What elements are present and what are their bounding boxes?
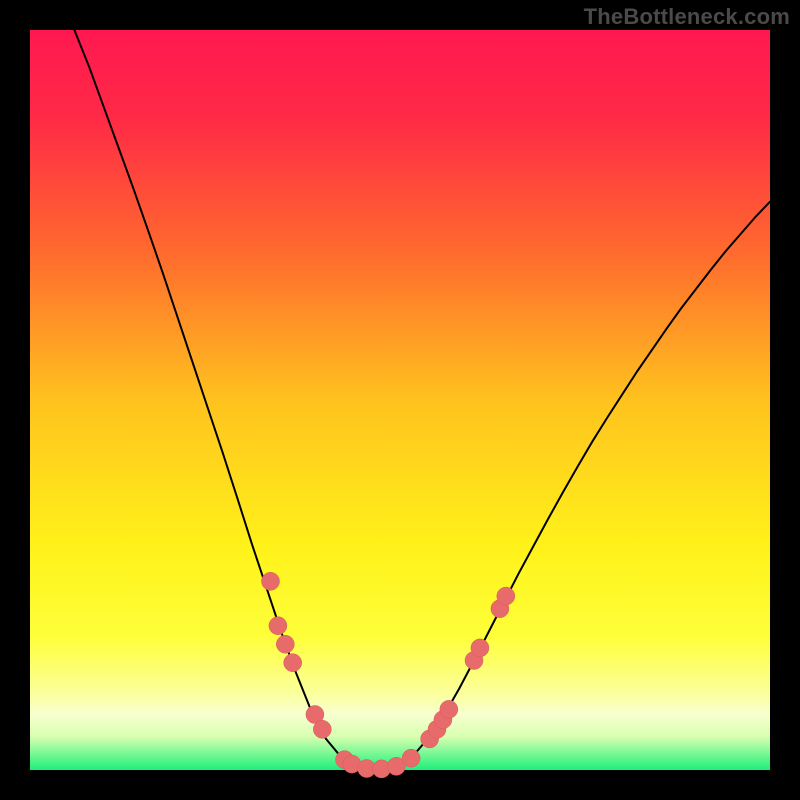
chart-container: TheBottleneck.com [0,0,800,800]
data-marker [284,654,302,672]
data-marker [313,720,331,738]
data-marker [440,700,458,718]
watermark-text: TheBottleneck.com [584,4,790,30]
data-marker [262,572,280,590]
data-marker [497,587,515,605]
plot-background [30,30,770,770]
chart-svg [0,0,800,800]
data-marker [269,617,287,635]
data-marker [276,635,294,653]
data-marker [471,639,489,657]
data-marker [402,749,420,767]
